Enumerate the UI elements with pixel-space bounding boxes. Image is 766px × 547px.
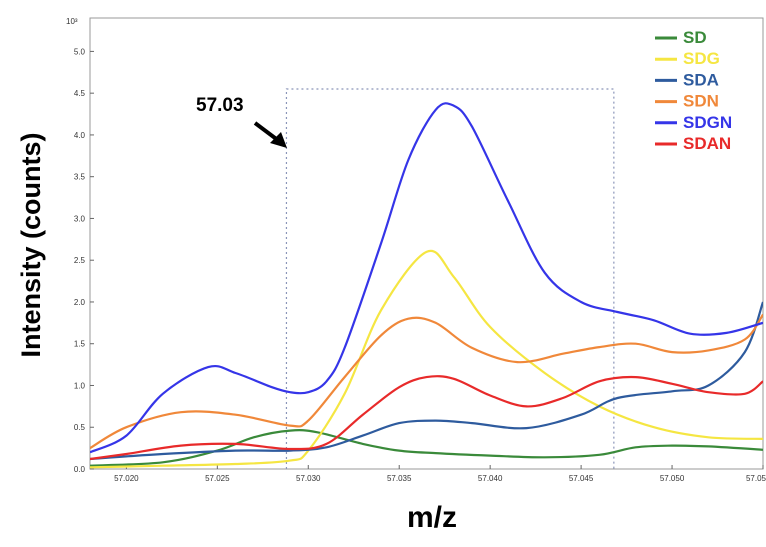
annotation-label: 57.03	[196, 95, 244, 116]
annotation-box-layer	[285, 88, 615, 469]
series-line-sdan	[90, 375, 763, 461]
series-line-sdgn	[90, 102, 763, 454]
legend: SD SDG SDA SDN SDGN SDAN	[655, 28, 732, 153]
x-tick-label: 57.045	[569, 474, 594, 483]
y-tick-label: 5.0	[74, 47, 86, 56]
legend-label: SD	[683, 28, 707, 47]
legend-label: SDA	[683, 70, 719, 89]
plot-frame	[89, 17, 764, 470]
y-exponent-label: 10³	[66, 17, 78, 26]
annotation-arrow	[253, 121, 287, 148]
series-line-sdg	[90, 249, 763, 469]
legend-label: SDGN	[683, 113, 732, 132]
tick-layer: 0.0 0.5 1.0 1.5 2.0 2.5 3.0 3.5 4.0 4.5 5.0 57.020 5…	[74, 47, 766, 483]
annotation-box	[285, 88, 615, 469]
y-tick-label: 1.5	[74, 340, 86, 349]
x-axis-title: m/z	[407, 501, 457, 534]
x-tick-label: 57.030	[296, 474, 321, 483]
x-tick-label: 57.025	[205, 474, 230, 483]
y-tick-label: 0.5	[74, 423, 86, 432]
x-tick-label: 57.020	[114, 474, 139, 483]
series-line-sda	[90, 301, 763, 461]
series-layer	[90, 102, 763, 469]
y-axis-title: Intensity (counts)	[16, 132, 46, 357]
x-tick-label: 57.050	[660, 474, 685, 483]
series-line-sdn	[90, 313, 763, 450]
x-tick-label: 57.05	[746, 474, 766, 483]
y-tick-label: 0.0	[74, 465, 86, 474]
y-tick-label: 2.5	[74, 256, 86, 265]
y-tick-label: 4.5	[74, 89, 86, 98]
x-tick-label: 57.035	[387, 474, 412, 483]
legend-label: SDN	[683, 92, 719, 111]
legend-label: SDAN	[683, 134, 731, 153]
y-tick-label: 1.0	[74, 381, 86, 390]
x-tick-label: 57.040	[478, 474, 503, 483]
series-line-sd	[90, 429, 763, 467]
y-tick-label: 3.5	[74, 173, 86, 182]
y-tick-label: 2.0	[74, 298, 86, 307]
legend-label: SDG	[683, 49, 720, 68]
y-tick-label: 3.0	[74, 214, 86, 223]
y-tick-label: 4.0	[74, 131, 86, 140]
